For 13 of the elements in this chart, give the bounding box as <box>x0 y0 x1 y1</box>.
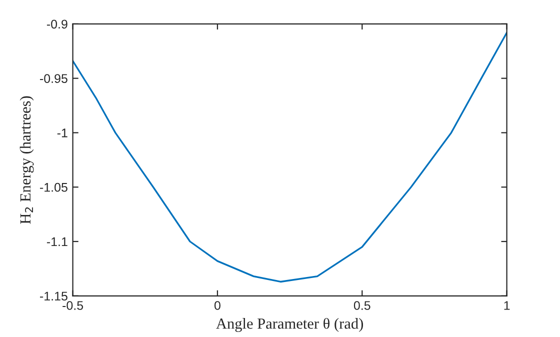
y-tick-label: -1.15 <box>40 292 68 301</box>
y-tick-label: -0.95 <box>40 74 68 83</box>
y-tick-label: -1.1 <box>46 237 68 246</box>
line-series <box>72 32 507 283</box>
x-tick-label: -0.5 <box>62 301 84 310</box>
y-tick-label: -1.05 <box>40 182 68 192</box>
y-axis-title: H$_{2}$ Energy (hartrees) <box>20 96 34 224</box>
x-tick-label: 0 <box>214 301 220 310</box>
x-tick-label: 1 <box>504 301 510 310</box>
x-tick-label: 0.5 <box>354 301 370 310</box>
y-tick-label: -0.9 <box>46 20 68 29</box>
x-axis-title: Angle Parameter θ (rad) <box>216 318 363 332</box>
y-tick-label: -1 <box>57 128 68 138</box>
